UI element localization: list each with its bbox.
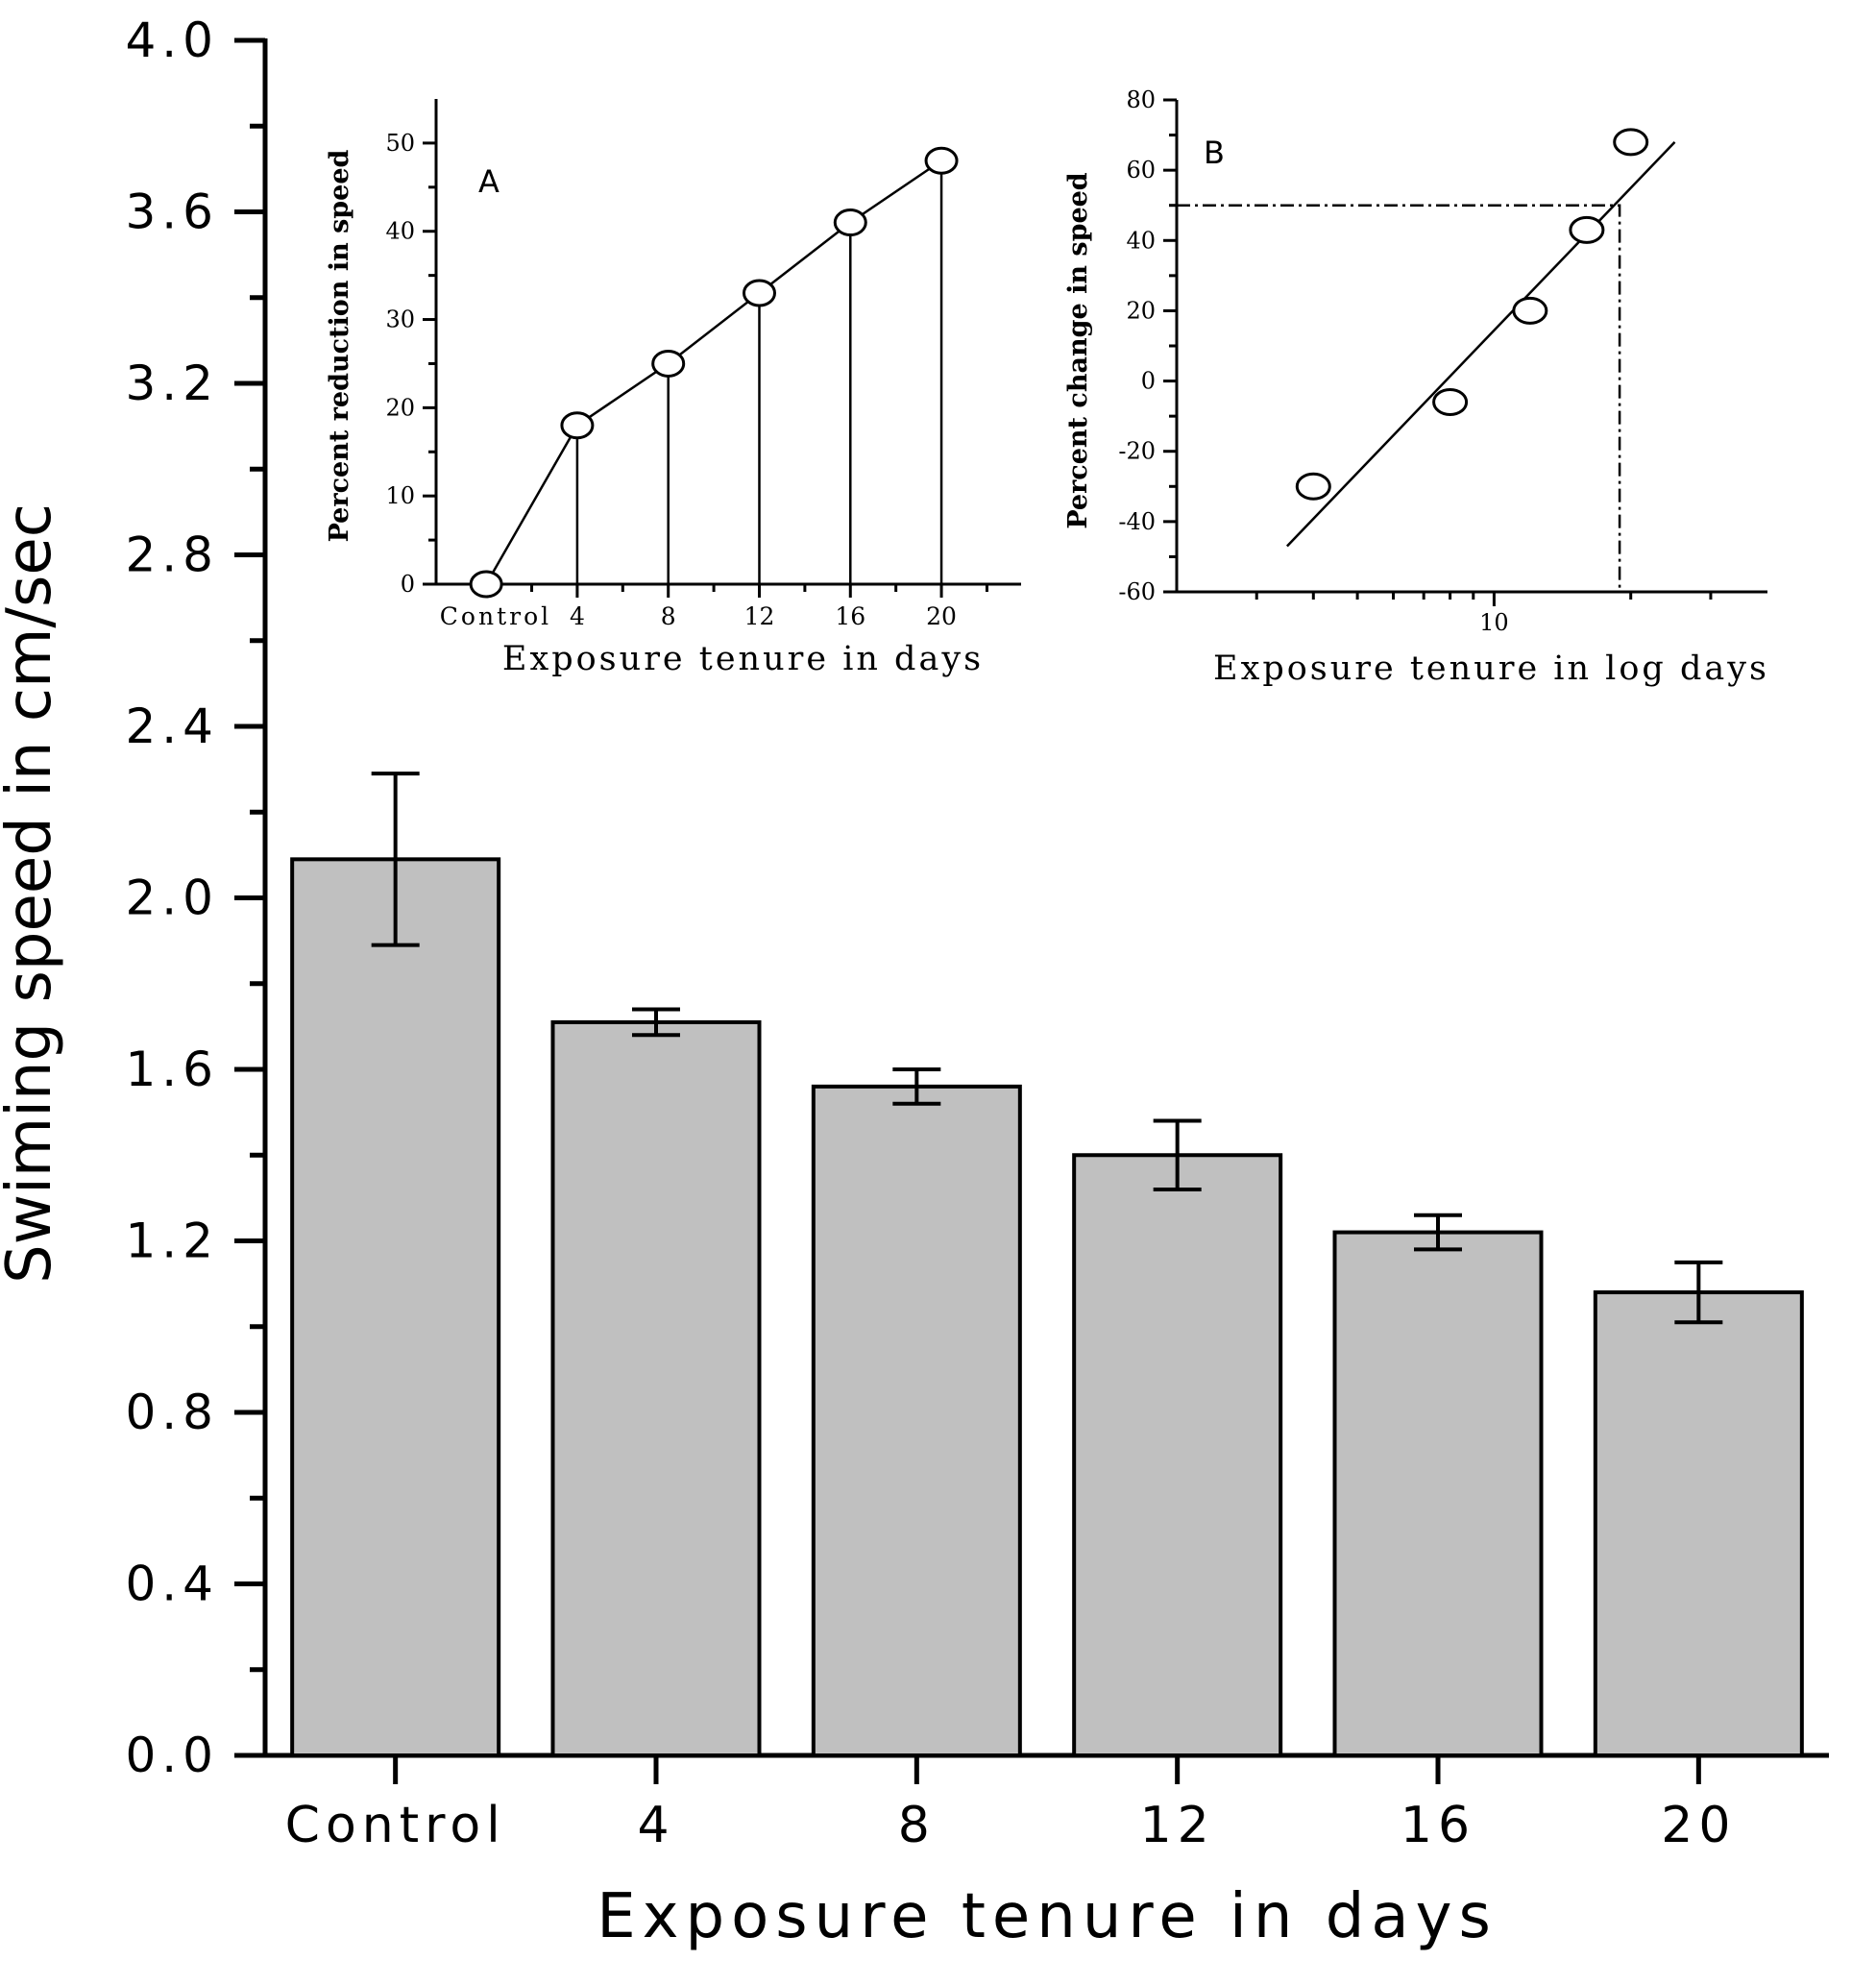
bar-control	[290, 857, 501, 1757]
inset-b-y-tick-label: -60	[1118, 578, 1156, 605]
inset-b-y-tick-label: -40	[1118, 508, 1156, 535]
y-tick-label: 3.2	[125, 355, 219, 411]
inset-a-y-tick-label: 50	[385, 130, 415, 157]
x-tick-label: 12	[1140, 1797, 1215, 1854]
inset-a-y-tick-label: 20	[385, 394, 415, 421]
inset-b-panel-label: B	[1204, 135, 1225, 171]
x-tick-label: Control	[285, 1797, 506, 1854]
y-tick-label: 0.4	[125, 1557, 219, 1612]
inset-b-y-tick-label: 60	[1126, 157, 1156, 184]
inset-b-x-axis-title: Exposure tenure in log days	[1213, 650, 1769, 688]
inset-b-point	[1569, 215, 1605, 244]
inset-b-point	[1512, 296, 1548, 325]
x-tick-label: 20	[1661, 1797, 1736, 1854]
inset-b-x-tick-label: 10	[1479, 609, 1509, 636]
bar-20	[1593, 1290, 1804, 1758]
inset-a-x-tick-label: 20	[926, 602, 957, 630]
inset-a-point	[924, 146, 959, 175]
x-tick-label: 8	[898, 1797, 936, 1854]
inset-a-y-tick-label: 10	[385, 482, 415, 509]
inset-b-y-tick-label: -20	[1118, 438, 1156, 465]
x-axis-title: Exposure tenure in days	[597, 1881, 1498, 1952]
inset-b-reference-line	[1177, 204, 1621, 592]
y-tick-label: 4.0	[125, 12, 219, 68]
inset-b-fit-line	[1285, 141, 1676, 548]
inset-a-point	[742, 279, 776, 307]
inset-a-y-tick-label: 0	[401, 571, 415, 598]
inset-b-y-tick-label: 80	[1126, 86, 1156, 113]
y-axis-title: Swiming speed in cm/sec	[0, 503, 65, 1284]
main-bar-chart: 0.0 0.4 0.8 1.2 1.6 2.0 2.4 2.8 3.2 3.6 4.0 Control…	[0, 12, 1829, 1952]
inset-b-y-tick-label: 40	[1126, 227, 1156, 254]
y-tick-label: 0.8	[125, 1385, 219, 1440]
inset-b-point	[1432, 388, 1469, 417]
inset-a-y-tick-label: 30	[385, 306, 415, 333]
y-tick-label: 3.6	[125, 184, 219, 240]
y-tick-label: 0.0	[125, 1728, 219, 1783]
y-tick-label: 2.4	[125, 699, 219, 754]
inset-a-y-tick-label: 40	[385, 218, 415, 245]
y-tick-label: 2.0	[125, 870, 219, 926]
bar-4	[550, 1019, 762, 1757]
x-tick-label: 4	[637, 1797, 674, 1854]
bar-8	[811, 1084, 1022, 1757]
inset-b-point	[1295, 472, 1331, 501]
inset-a-x-tick-label: Control	[440, 602, 551, 630]
inset-a-point	[469, 570, 503, 599]
inset-a-series-line	[485, 159, 942, 585]
inset-b-point	[1613, 128, 1649, 157]
y-tick-label: 1.6	[125, 1042, 219, 1097]
inset-a-point	[560, 411, 595, 440]
inset-a-x-tick-label: 4	[570, 602, 585, 630]
inset-a-x-tick-label: 12	[744, 602, 775, 630]
inset-a-point	[651, 349, 686, 378]
inset-a-line-chart: 0 10 20 30 40 50 Control 4 8 12 16 20 A Exposure tenu…	[325, 99, 1021, 678]
inset-a-x-tick-label: 8	[661, 602, 676, 630]
bar-12	[1072, 1153, 1283, 1757]
inset-a-panel-label: A	[478, 163, 499, 200]
inset-a-x-axis-title: Exposure tenure in days	[502, 640, 984, 678]
inset-b-y-tick-label: 0	[1141, 368, 1156, 395]
bar-16	[1332, 1230, 1544, 1757]
inset-a-point	[833, 208, 867, 237]
inset-a-x-tick-label: 16	[835, 602, 865, 630]
y-tick-label: 2.8	[125, 527, 219, 583]
x-tick-label: 16	[1401, 1797, 1475, 1854]
inset-a-y-axis-title: Percent reduction in speed	[325, 149, 354, 542]
inset-b-scatter-chart: -60 -40 -20 0 20 40 60 80 10 B Exposure tenure in …	[1063, 86, 1769, 688]
inset-b-y-axis-title: Percent change in speed	[1063, 172, 1093, 528]
inset-b-y-tick-label: 20	[1126, 297, 1156, 324]
y-tick-label: 1.2	[125, 1213, 219, 1269]
